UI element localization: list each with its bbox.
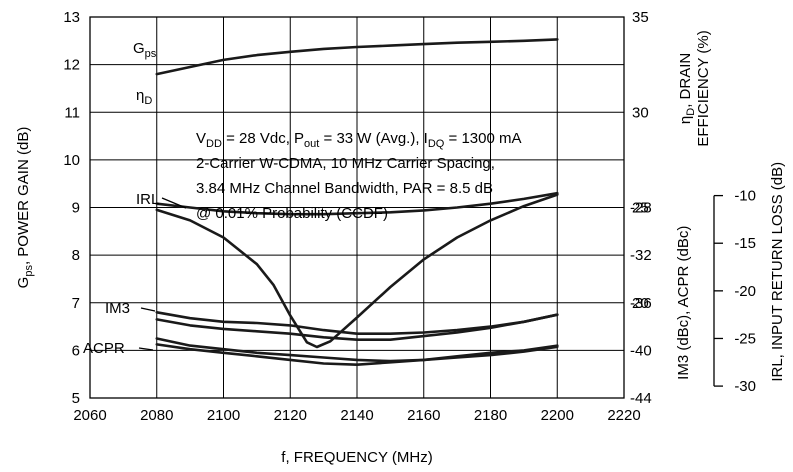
- annotation-line-part: DQ: [428, 138, 445, 150]
- series-label-acpr-upper: ACPR: [83, 340, 125, 357]
- y-left-tick-label: 7: [72, 295, 80, 312]
- series-label-gps: Gps: [133, 40, 157, 60]
- x-tick-label: 2140: [340, 407, 373, 424]
- y-dbc-tick-label: -40: [630, 342, 652, 359]
- y-irl-tick-label: -10: [734, 188, 756, 205]
- y-left-tick-label: 9: [72, 200, 80, 217]
- series-label-im3-upper: IM3: [105, 300, 130, 317]
- y-left-axis-title-part: , POWER GAIN (dB): [15, 127, 32, 265]
- x-tick-label: 2220: [607, 407, 640, 424]
- series-layer: [155, 38, 559, 366]
- series-label-leader: [138, 347, 154, 351]
- y-left-axis-title-part: G: [15, 277, 32, 289]
- y-left-tick-label: 11: [64, 104, 80, 121]
- y-left-tick-label: 10: [63, 152, 80, 169]
- y-dbc-axis-title-part: IM3 (dBc), ACPR (dBc): [675, 226, 692, 380]
- annotation-line: VDD = 28 Vdc, Pout = 33 W (Avg.), IDQ = …: [196, 130, 522, 150]
- y-irl-tick-label: -15: [734, 235, 756, 252]
- annotation-line-part: = 33 W (Avg.), I: [319, 130, 428, 147]
- series-label-irl-part: IRL: [136, 191, 159, 208]
- x-tick-label: 2080: [140, 407, 173, 424]
- series-label-im3-upper-part: IM3: [105, 300, 130, 317]
- y-left-tick-label: 5: [72, 390, 80, 407]
- y-irl-tick-label: -25: [734, 330, 756, 347]
- annotation-line: 3.84 MHz Channel Bandwidth, PAR = 8.5 dB: [196, 180, 493, 197]
- y-left-axis-title: Gps, POWER GAIN (dB): [15, 127, 35, 289]
- annotation-line: 2-Carrier W-CDMA, 10 MHz Carrier Spacing…: [196, 155, 495, 172]
- x-tick-label: 2060: [73, 407, 106, 424]
- y-left-axis-title-part: ps: [23, 265, 35, 277]
- series-label--d-part: D: [144, 95, 152, 107]
- annotation-line-part: @ 0.01% Probability (CCDF): [196, 205, 388, 222]
- y-irl-tick-label: -20: [734, 283, 756, 300]
- y-dbc-tick-label: -36: [630, 295, 652, 312]
- series-line-irl: [155, 193, 559, 349]
- y-eff-axis-title-line1-part: D: [685, 108, 697, 116]
- series-line-im3-lower: [155, 313, 559, 341]
- series-label-acpr-upper-part: ACPR: [83, 340, 125, 357]
- y-eff-tick-label: 25: [632, 200, 649, 217]
- series-line-acpr-lower: [155, 343, 559, 366]
- y-dbc-tick-label: -32: [630, 247, 652, 264]
- y-eff-axis-title-line1-part: η: [677, 116, 694, 124]
- y-left-tick-label: 13: [63, 9, 80, 26]
- series-label-leader: [140, 307, 156, 312]
- y-left-tick-label: 12: [63, 57, 80, 74]
- annotation-line-part: DD: [206, 138, 222, 150]
- series-label-leader: [161, 197, 187, 209]
- y-left-tick-label: 6: [72, 342, 80, 359]
- y-eff-tick-label: 20: [632, 295, 649, 312]
- y-dbc-axis-title: IM3 (dBc), ACPR (dBc): [675, 226, 692, 380]
- annotation-line-part: out: [304, 138, 319, 150]
- y-eff-axis-title-line1-part: , DRAIN: [677, 53, 694, 108]
- series-line-gps: [155, 38, 559, 76]
- series-label-gps-part: ps: [145, 48, 157, 60]
- series-label-gps-part: G: [133, 40, 145, 57]
- y-irl-tick-label: -30: [734, 378, 756, 395]
- y-eff-tick-label: 30: [632, 104, 649, 121]
- y-eff-tick-label: 35: [632, 9, 649, 26]
- annotation-line-part: 3.84 MHz Channel Bandwidth, PAR = 8.5 dB: [196, 180, 493, 197]
- series-line-acpr-upper: [155, 337, 559, 363]
- x-tick-label: 2180: [474, 407, 507, 424]
- y-eff-axis-title-line1: ηD, DRAIN: [677, 53, 697, 124]
- y-dbc-tick-label: -28: [630, 200, 652, 217]
- x-tick-label: 2120: [274, 407, 307, 424]
- x-tick-label: 2200: [541, 407, 574, 424]
- x-tick-label: 2100: [207, 407, 240, 424]
- y-left-tick-label: 8: [72, 247, 80, 264]
- series-label-irl: IRL: [136, 191, 159, 208]
- annotation-line-part: 2-Carrier W-CDMA, 10 MHz Carrier Spacing…: [196, 155, 495, 172]
- annotation-line-part: = 28 Vdc, P: [222, 130, 304, 147]
- x-tick-label: 2160: [407, 407, 440, 424]
- series-line--d: [155, 191, 559, 216]
- plot-frame: [89, 16, 625, 399]
- series-label--d: ηD: [136, 87, 152, 107]
- annotation-line-part: = 1300 mA: [444, 130, 521, 147]
- x-axis-title: f, FREQUENCY (MHz): [281, 449, 432, 466]
- y-dbc-tick-label: -44: [630, 390, 652, 407]
- annotation-line-part: V: [196, 130, 206, 147]
- y-irl-axis-title: IRL, INPUT RETURN LOSS (dB): [769, 162, 786, 382]
- y-eff-axis-title-line2: EFFICIENCY (%): [695, 30, 712, 146]
- series-label--d-part: η: [136, 87, 144, 104]
- text-layer: 2060 2080 2100 2120 2140 2160 2180 2200 2220 5 6 7 8…: [15, 9, 786, 466]
- annotation-line: @ 0.01% Probability (CCDF): [196, 205, 388, 222]
